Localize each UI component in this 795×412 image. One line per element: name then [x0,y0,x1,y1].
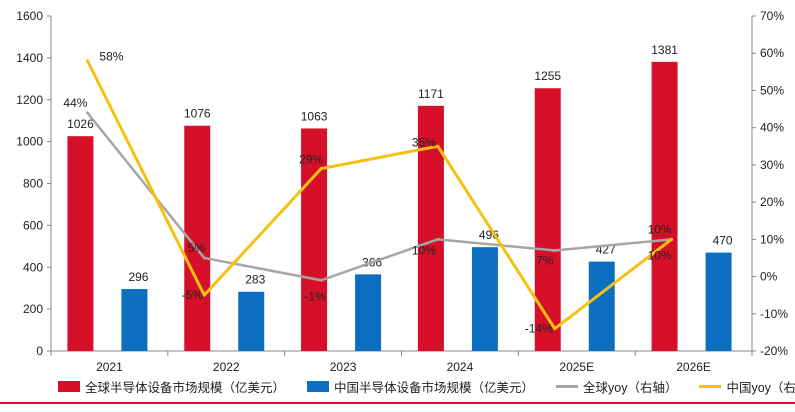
point-china-yoy [553,327,557,331]
legend-swatch-china-yoy [699,384,722,388]
data-label-global-market: 1171 [418,87,444,101]
point-china-yoy [670,237,674,241]
right-y-tick-label: 50% [760,83,784,97]
left-y-tick-label: 800 [23,177,43,191]
legend-item-china-yoy: 中国yoy（右轴） [699,377,795,396]
data-label-china-yoy: 35% [412,135,436,149]
point-global-yoy [85,111,89,115]
data-label-china-yoy: 29% [299,153,323,167]
legend-label-global-yoy: 全球yoy（右轴） [583,380,678,395]
legend-item-global-market: 全球半导体设备市场规模（亿美元） [58,377,285,396]
bar-global-market [651,61,678,352]
bar-china-market [355,274,382,351]
data-label-china-market: 470 [713,234,733,248]
x-tick-label: 2023 [330,360,357,374]
data-label-global-market: 1076 [184,107,211,121]
left-y-tick-label: 1600 [16,9,43,23]
point-global-yoy [319,278,323,282]
x-tick-label: 2026E [676,360,711,374]
right-y-tick-label: 40% [760,121,784,135]
bar-china-market [121,289,148,351]
point-global-yoy [436,237,440,241]
right-y-tick-label: 70% [760,9,784,23]
data-label-china-market: 283 [245,273,265,287]
data-label-global-yoy: -1% [304,289,326,303]
bar-china-market [238,291,265,351]
right-y-tick-label: 10% [760,232,784,246]
data-label-global-yoy: 5% [188,241,206,255]
legend-swatch-global-yoy [556,384,579,388]
data-label-global-market: 1381 [651,43,678,57]
line-global-yoy [86,111,672,282]
bar-global-market [301,128,328,351]
data-label-global-yoy: 10% [412,243,436,257]
right-y-tick-label: -20% [760,344,788,358]
right-y-tick-label: 30% [760,158,784,172]
bar-global-market [67,136,94,351]
data-label-china-market: 296 [128,270,148,284]
right-y-tick-label: 20% [760,195,784,209]
data-label-china-yoy: 10% [648,222,672,236]
point-china-yoy [319,167,323,171]
data-label-china-yoy: -14% [525,322,553,336]
x-tick-label: 2021 [96,360,123,374]
right-y-tick-label: -10% [760,307,788,321]
left-y-tick-label: 200 [23,302,43,316]
data-label-global-yoy: 10% [648,248,672,262]
x-tick-label: 2025E [559,360,594,374]
right-y-tick-label: 60% [760,46,784,60]
bar-china-market [471,247,498,351]
data-label-global-yoy: 44% [63,96,87,110]
data-label-global-yoy: 7% [536,254,554,268]
legend-item-china-market: 中国半导体设备市场规模（亿美元） [307,377,534,396]
left-y-tick-label: 1400 [16,51,43,65]
bar-china-market [588,261,615,351]
x-tick-label: 2022 [213,360,240,374]
left-y-tick-label: 0 [36,344,43,358]
point-global-yoy [553,249,557,252]
data-label-global-market: 1063 [301,109,328,123]
legend-item-global-yoy: 全球yoy（右轴） [556,377,677,396]
data-label-global-market: 1255 [534,69,561,83]
legend-label-global-market: 全球半导体设备市场规模（亿美元） [85,380,286,395]
legend-swatch-china-market [307,380,330,392]
left-y-tick-label: 1200 [16,93,43,107]
point-global-yoy [202,256,206,260]
x-tick-label: 2024 [447,360,474,374]
legend: 全球半导体设备市场规模（亿美元） 中国半导体设备市场规模（亿美元） 全球yoy（… [58,376,795,396]
bar-china-market [705,252,732,351]
data-label-global-market: 1026 [67,117,94,131]
bottom-rule [0,402,795,404]
legend-swatch-global-market [58,380,80,392]
point-china-yoy [436,144,440,148]
left-y-tick-label: 600 [23,218,43,232]
left-y-tick-label: 400 [23,260,43,274]
left-y-tick-label: 1000 [16,135,43,149]
line-china-yoy [86,59,673,331]
legend-label-china-market: 中国半导体设备市场规模（亿美元） [334,380,535,395]
point-china-yoy [202,293,206,297]
right-y-tick-label: 0% [760,270,778,284]
point-china-yoy [85,59,89,63]
data-label-china-yoy: 58% [99,50,123,64]
legend-label-china-yoy: 中国yoy（右轴） [726,380,795,395]
bar-global-market [534,88,561,351]
data-label-china-yoy: -5% [182,288,204,302]
